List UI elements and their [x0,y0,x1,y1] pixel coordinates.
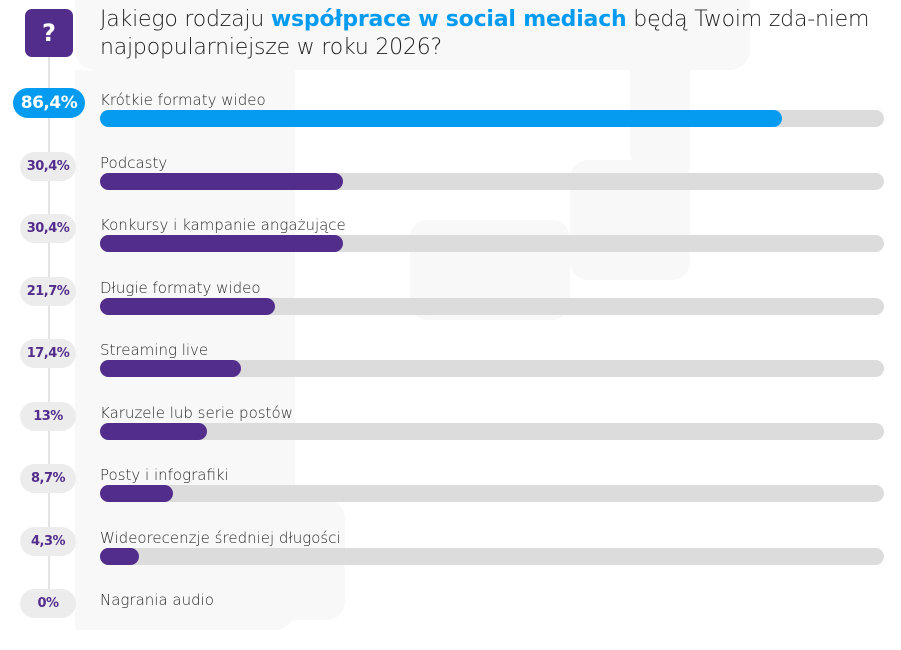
bar-row: 30,4% Podcasty [0,151,901,213]
bar [100,235,344,252]
bar-row: 4,3% Wideorecenzje średniej długości [0,526,901,588]
bar-track [100,297,884,315]
bar [100,485,174,502]
value-label: 17,4% [20,339,76,368]
timeline-line [48,57,50,602]
category-label: Konkursy i kampanie angażujące [100,216,346,234]
bar [100,297,276,315]
bar [100,422,207,440]
bar [100,547,139,565]
bar-row: 8,7% Posty i infografiki [0,463,901,525]
value-label: 86,4% [13,88,85,118]
title-part-1: Jakiego rodzaju [100,7,271,32]
bar-row: 17,4% Streaming live [0,338,901,400]
category-label: Karuzele lub serie postów [100,403,293,422]
value-label: 21,7% [20,276,76,306]
bar [100,172,344,190]
category-label: Podcasty [100,153,168,172]
value-label: 30,4% [20,214,76,243]
chart-header: ? Jakiego rodzaju współprace w social me… [0,0,901,70]
chart-title: Jakiego rodzaju współprace w social medi… [100,6,890,62]
bar-track [100,485,884,502]
question-mark-icon: ? [25,9,73,57]
value-label: 8,7% [20,464,76,493]
category-label: Długie formaty wideo [100,278,261,297]
value-label: 30,4% [20,151,76,181]
title-highlight: współprace w social mediach [270,7,627,32]
background-shape [75,0,750,70]
bar-track [100,422,884,440]
category-label: Nagrania audio [100,591,214,609]
title-part-2: będą Twoim zda-niem najpopularniejsze w … [100,7,870,60]
bar-row: 86,4% Krótkie formaty wideo [0,88,901,150]
bar-row: 13% Karuzele lub serie postów [0,401,901,463]
value-label: 13% [20,401,76,431]
bar-track [100,360,884,377]
category-label: Streaming live [100,341,209,359]
category-label: Posty i infografiki [100,466,229,484]
bar-track [100,172,884,190]
bar-track [100,547,884,565]
bar-row: 30,4% Konkursy i kampanie angażujące [0,213,901,275]
bar [100,360,242,377]
value-label: 4,3% [20,526,76,556]
bar-row: 21,7% Długie formaty wideo [0,276,901,338]
value-label: 0% [20,589,76,618]
bar-row: 0% Nagrania audio [0,588,901,650]
category-label: Krótkie formaty wideo [100,91,266,109]
category-label: Wideorecenzje średniej długości [100,528,341,547]
bar-track [100,235,884,252]
bar [100,110,783,127]
bar-track [100,110,884,127]
